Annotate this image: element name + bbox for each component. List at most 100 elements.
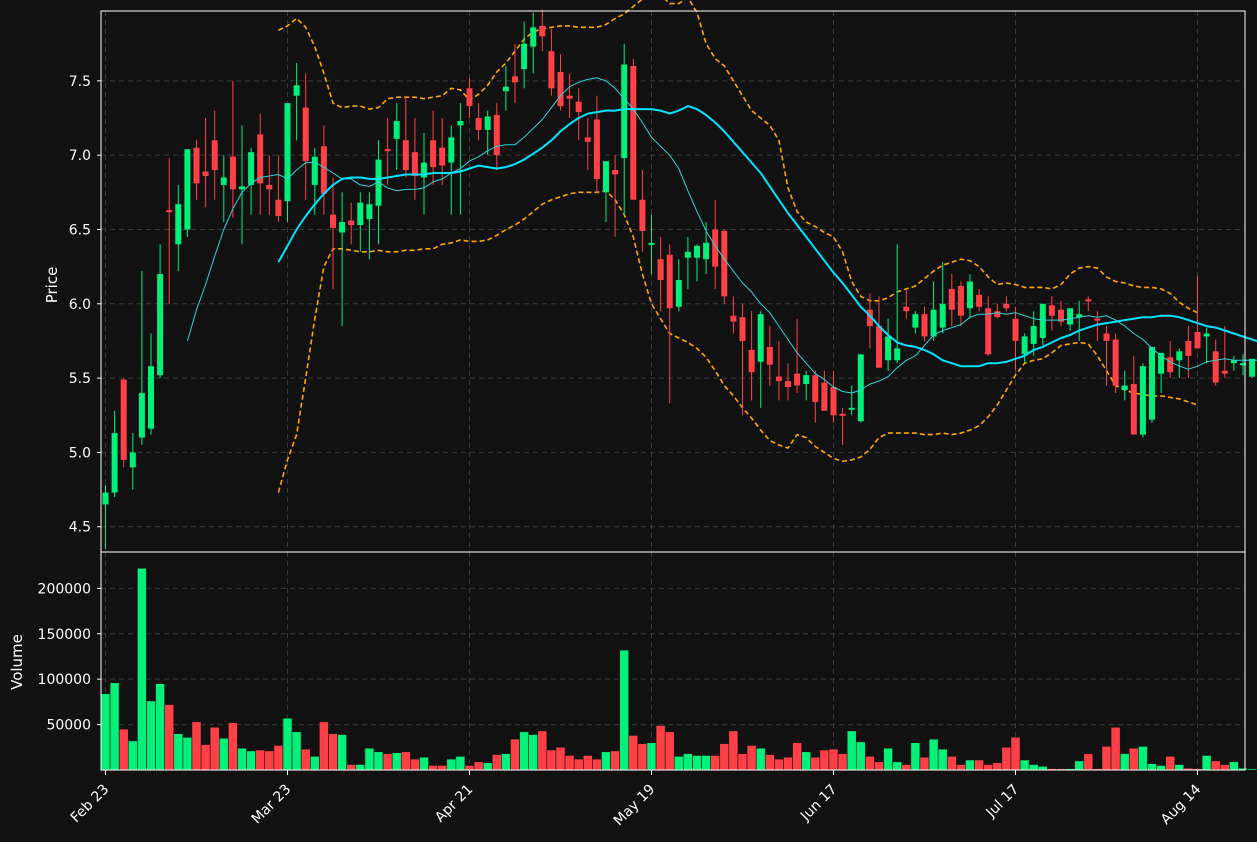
candle-body-up (939, 303, 946, 328)
price-axis-label: Price (43, 267, 61, 304)
volume-bar (246, 750, 256, 771)
volume-tick-label: 50000 (46, 718, 91, 734)
volume-bar (310, 756, 320, 771)
candle-body-down (876, 326, 882, 368)
volume-bar (446, 758, 457, 771)
candle-body-up (1139, 366, 1146, 435)
volume-bar (282, 717, 293, 771)
candle-body-down (512, 76, 518, 83)
volume-bar (610, 750, 620, 771)
volume-bar (291, 731, 302, 771)
volume-bars (100, 568, 1257, 771)
candle-body-down (475, 118, 482, 130)
candle-body-down (166, 210, 173, 213)
candle-body-up (1158, 352, 1165, 374)
candle-body-down (330, 214, 336, 228)
candle-body-up (967, 281, 973, 309)
volume-bar (710, 755, 720, 771)
price-axis-ticks: 4.5 5.0 5.5 6.0 6.5 7.0 7.5 (69, 74, 101, 536)
candle-body-down (957, 285, 964, 316)
candle-body-down (1194, 332, 1201, 349)
volume-bar (100, 693, 111, 771)
candle-body-up (894, 348, 901, 361)
candle-body-up (293, 85, 300, 96)
volume-bar (1147, 763, 1157, 771)
candle-body-down (120, 379, 127, 460)
price-candles (102, 9, 1256, 550)
volume-bar (382, 753, 393, 771)
volume-axis-ticks: 50000 100000 150000 200000 (38, 581, 101, 734)
volume-bar (801, 751, 811, 771)
volume-bar (464, 765, 475, 771)
volume-bar (674, 756, 684, 771)
bollinger-bands (277, 0, 1198, 493)
volume-bar (937, 748, 948, 771)
volume-tick-label: 200000 (38, 581, 91, 597)
candle-body-up (148, 366, 154, 429)
volume-tick-label: 150000 (38, 627, 91, 643)
volume-bar (928, 738, 939, 771)
volume-bar (1156, 765, 1166, 771)
candle-body-down (266, 184, 273, 190)
volume-bar (482, 762, 493, 771)
volume-bar (401, 751, 411, 771)
candle-body-up (421, 162, 427, 178)
candle-body-down (785, 381, 791, 388)
candle-body-up (1240, 363, 1246, 366)
candle-body-down (411, 152, 418, 176)
candle-body-up (848, 407, 855, 410)
volume-bar (473, 761, 484, 771)
candle-body-down (985, 308, 992, 355)
candle-body-up (885, 336, 892, 361)
volume-axis-label: Volume (8, 634, 26, 690)
volume-bar (983, 764, 993, 771)
candle-body-down (794, 373, 801, 386)
volume-bar (1165, 756, 1175, 771)
price-tick-label: 6.5 (69, 222, 91, 238)
candle-body-up (530, 27, 537, 47)
price-tick-label: 5.0 (69, 445, 91, 461)
volume-bar (319, 721, 329, 771)
candle-body-down (1003, 303, 1010, 309)
volume-bar (592, 758, 602, 771)
candle-body-up (1121, 385, 1128, 390)
volume-bar (1210, 760, 1221, 771)
volume-bar (1074, 760, 1084, 771)
upper-band-line (278, 0, 1198, 314)
volume-bar (519, 731, 529, 771)
candle-body-down (566, 95, 573, 99)
ma-fast-line (186, 77, 1257, 394)
candle-body-up (102, 492, 109, 505)
volume-bar (219, 737, 229, 771)
volume-bar (1229, 761, 1239, 771)
volume-bar (492, 754, 502, 771)
candle-body-down (575, 101, 582, 113)
volume-bar (901, 764, 912, 771)
candle-body-down (921, 314, 928, 337)
volume-bar (564, 755, 575, 771)
volume-bar (573, 758, 584, 771)
candle-body-up (502, 86, 509, 92)
volume-bar (537, 730, 548, 771)
candle-body-down (948, 288, 955, 310)
candle-body-down (1112, 339, 1119, 386)
candle-body-down (466, 88, 473, 107)
candle-body-down (866, 309, 873, 327)
volume-bar (956, 764, 966, 771)
candle-body-down (630, 65, 637, 200)
volume-bar (155, 683, 165, 771)
moving-averages (186, 77, 1257, 394)
volume-bar (683, 753, 693, 771)
volume-bar (1119, 753, 1130, 771)
candle-body-down (994, 311, 1001, 318)
ma-slow-line (277, 105, 1257, 368)
volume-bar (300, 748, 311, 771)
candle-body-up (366, 204, 373, 220)
volume-bar (1174, 764, 1185, 771)
price-tick-label: 7.5 (69, 74, 91, 90)
volume-bar (1019, 759, 1030, 771)
volume-bar (1129, 747, 1139, 771)
volume-bar (437, 765, 447, 771)
candle-body-down (202, 171, 209, 176)
